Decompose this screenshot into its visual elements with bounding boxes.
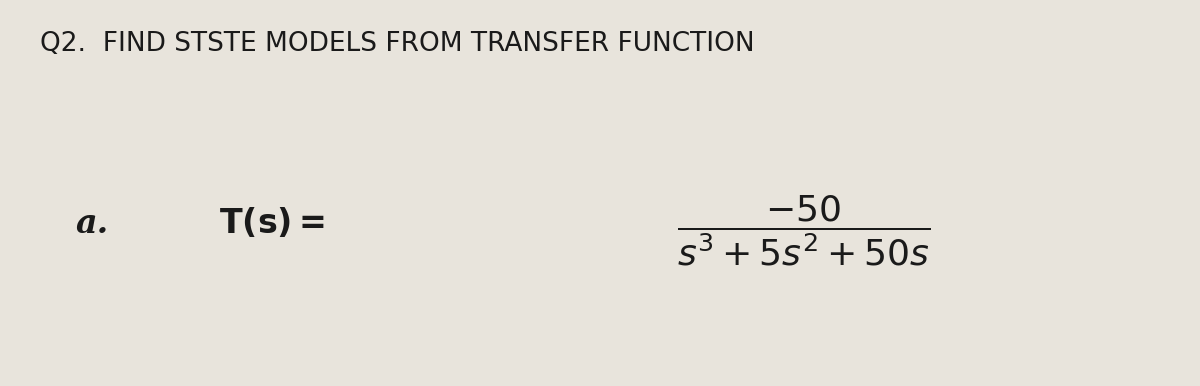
Text: a.: a. — [76, 207, 109, 240]
Text: Q2.  FIND STSTE MODELS FROM TRANSFER FUNCTION: Q2. FIND STSTE MODELS FROM TRANSFER FUNC… — [40, 30, 755, 57]
Text: $\dfrac{-50}{s^3 + 5s^2 + 50s}$: $\dfrac{-50}{s^3 + 5s^2 + 50s}$ — [678, 193, 931, 268]
Text: $\mathbf{T(s) =}$: $\mathbf{T(s) =}$ — [218, 206, 325, 240]
